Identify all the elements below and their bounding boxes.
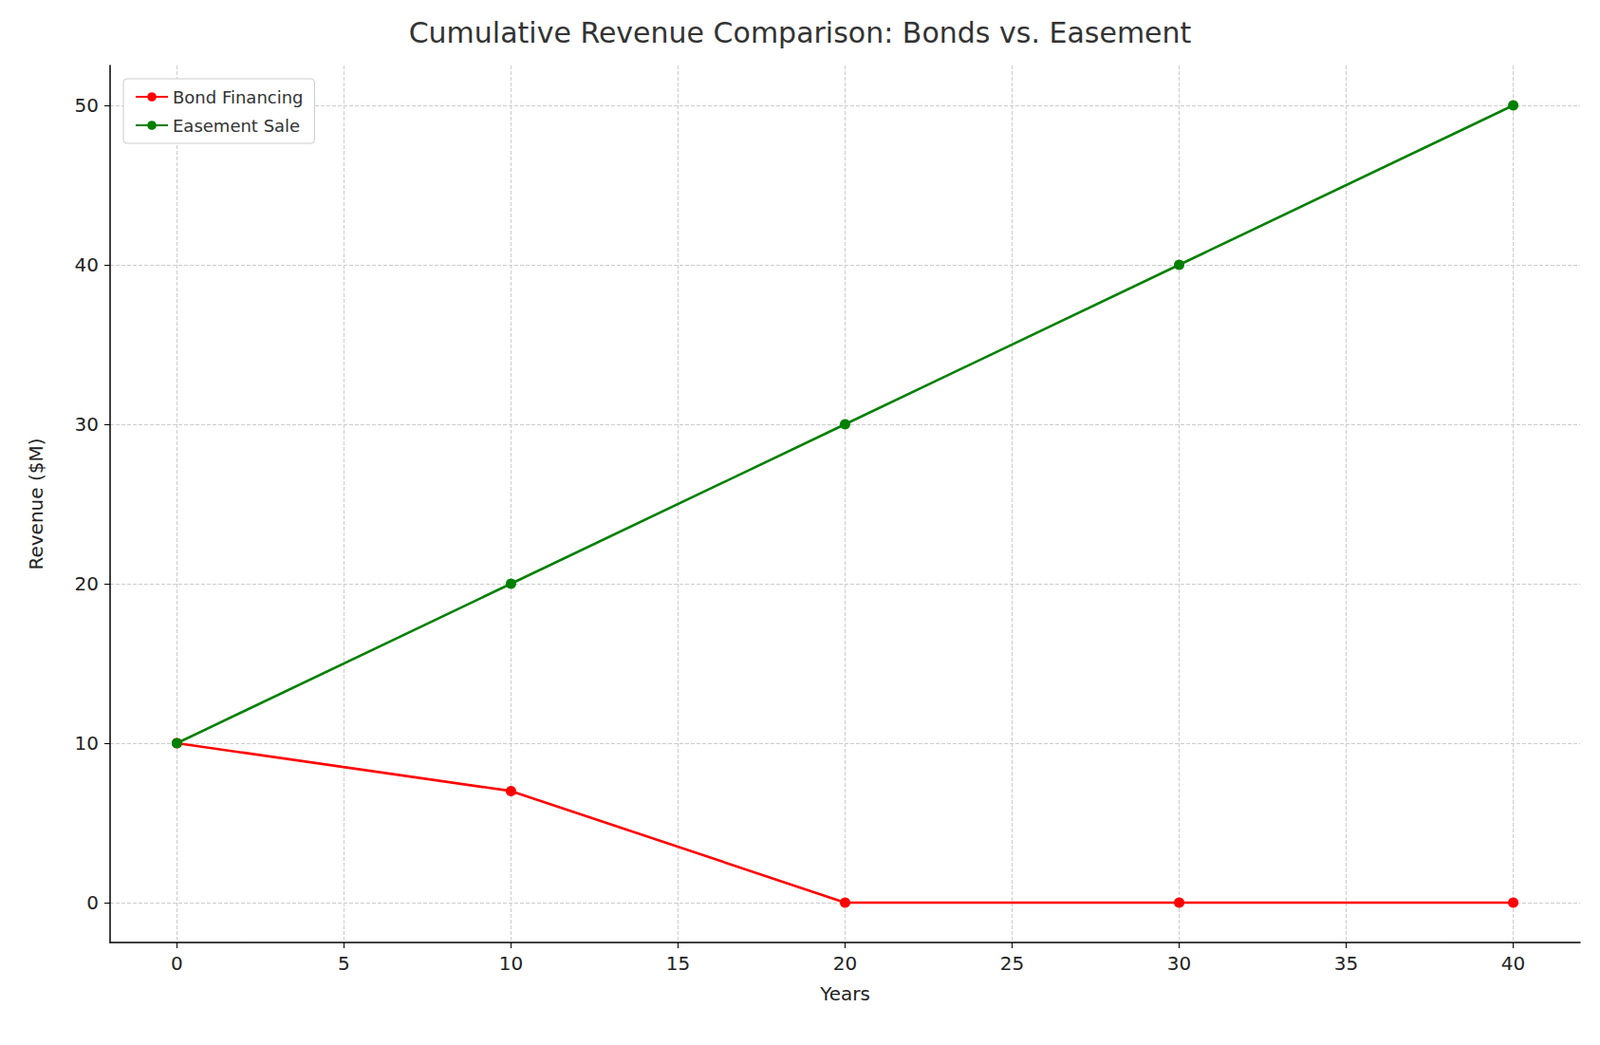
svg-text:25: 25 [1000,951,1024,975]
svg-text:50: 50 [74,93,99,117]
svg-text:40: 40 [1501,951,1526,975]
svg-text:15: 15 [666,951,690,975]
svg-text:Cumulative Revenue Comparison:: Cumulative Revenue Comparison: Bonds vs.… [409,16,1192,50]
svg-text:5: 5 [337,951,351,975]
svg-text:10: 10 [499,951,523,975]
svg-text:Revenue ($M): Revenue ($M) [24,437,48,570]
svg-text:30: 30 [1167,951,1191,975]
svg-text:Years: Years [818,982,871,1005]
svg-text:35: 35 [1334,951,1359,975]
svg-text:Bond Financing: Bond Financing [172,87,304,108]
svg-text:30: 30 [74,412,99,436]
svg-text:10: 10 [74,731,99,755]
svg-text:0: 0 [170,951,184,975]
svg-text:20: 20 [833,951,857,975]
svg-text:0: 0 [86,891,99,914]
svg-text:Easement Sale: Easement Sale [172,115,300,136]
svg-text:20: 20 [74,572,99,596]
svg-text:40: 40 [74,253,99,277]
